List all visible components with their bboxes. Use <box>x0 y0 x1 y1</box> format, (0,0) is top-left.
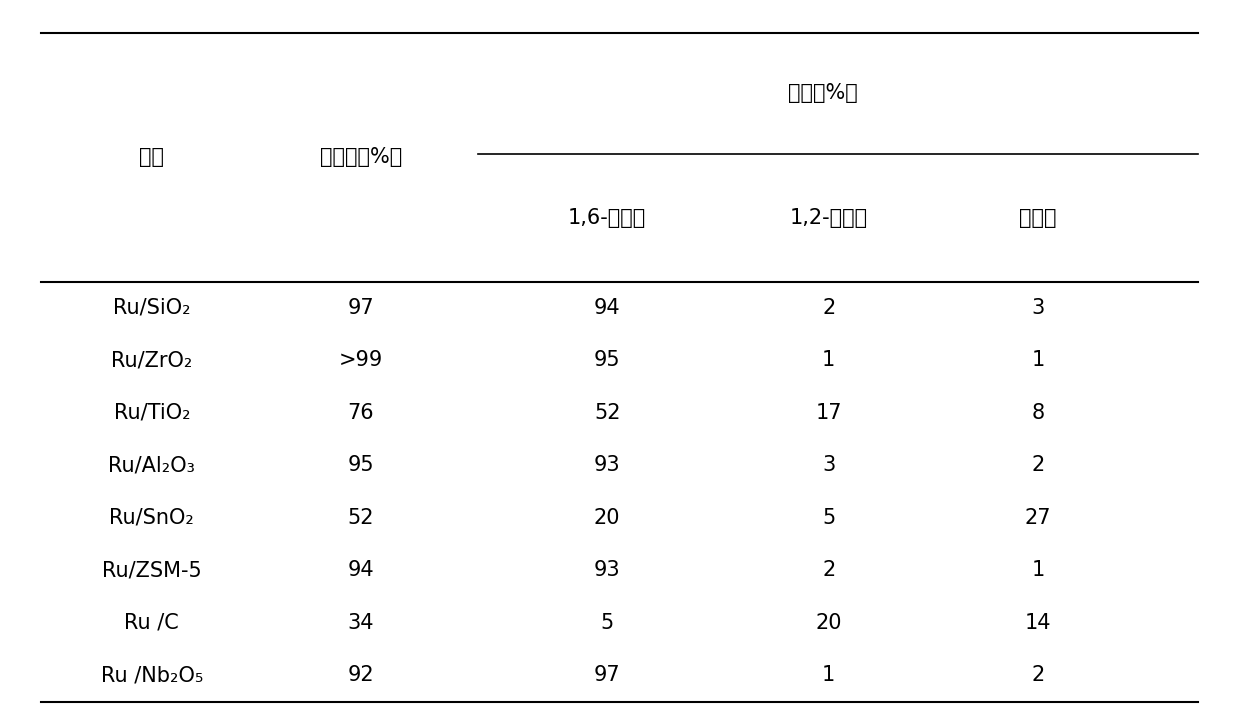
Text: 52: 52 <box>348 508 374 528</box>
Text: Ru/ZSM-5: Ru/ZSM-5 <box>102 560 202 580</box>
Text: 97: 97 <box>348 298 374 318</box>
Text: Ru /Nb₂O₅: Ru /Nb₂O₅ <box>100 665 203 685</box>
Text: 95: 95 <box>593 351 621 371</box>
Text: 20: 20 <box>593 508 621 528</box>
Text: 52: 52 <box>593 403 621 423</box>
Text: 93: 93 <box>593 456 621 475</box>
Text: 2: 2 <box>823 560 835 580</box>
Text: 正己醇: 正己醇 <box>1020 207 1057 228</box>
Text: 17: 17 <box>815 403 843 423</box>
Text: 27: 27 <box>1025 508 1051 528</box>
Text: 5: 5 <box>601 613 613 633</box>
Text: Ru/TiO₂: Ru/TiO₂ <box>114 403 190 423</box>
Text: 8: 8 <box>1031 403 1044 423</box>
Text: 76: 76 <box>348 403 374 423</box>
Text: 95: 95 <box>348 456 374 475</box>
Text: 34: 34 <box>348 613 374 633</box>
Text: 3: 3 <box>823 456 835 475</box>
Text: Ru /C: Ru /C <box>124 613 180 633</box>
Text: 1: 1 <box>1031 351 1044 371</box>
Text: 2: 2 <box>1031 456 1044 475</box>
Text: 1,2-己二醇: 1,2-己二醇 <box>789 207 867 228</box>
Text: Ru/SnO₂: Ru/SnO₂ <box>109 508 195 528</box>
Text: 14: 14 <box>1025 613 1051 633</box>
Text: Ru/ZrO₂: Ru/ZrO₂ <box>112 351 192 371</box>
Text: 93: 93 <box>593 560 621 580</box>
Text: 2: 2 <box>823 298 835 318</box>
Text: 3: 3 <box>1031 298 1044 318</box>
Text: 1: 1 <box>823 351 835 371</box>
Text: 1: 1 <box>1031 560 1044 580</box>
Text: 收率（%）: 收率（%） <box>788 83 857 103</box>
Text: 94: 94 <box>593 298 621 318</box>
Text: 转化率（%）: 转化率（%） <box>320 147 403 167</box>
Text: 1: 1 <box>823 665 835 685</box>
Text: 5: 5 <box>823 508 835 528</box>
Text: 2: 2 <box>1031 665 1044 685</box>
Text: 97: 97 <box>593 665 621 685</box>
Text: 20: 20 <box>815 613 843 633</box>
Text: 92: 92 <box>348 665 374 685</box>
Text: 94: 94 <box>348 560 374 580</box>
Text: 1,6-己二醇: 1,6-己二醇 <box>567 207 647 228</box>
Text: Ru/SiO₂: Ru/SiO₂ <box>113 298 191 318</box>
Text: >99: >99 <box>339 351 383 371</box>
Text: Ru/Al₂O₃: Ru/Al₂O₃ <box>108 456 196 475</box>
Text: 载体: 载体 <box>139 147 165 167</box>
